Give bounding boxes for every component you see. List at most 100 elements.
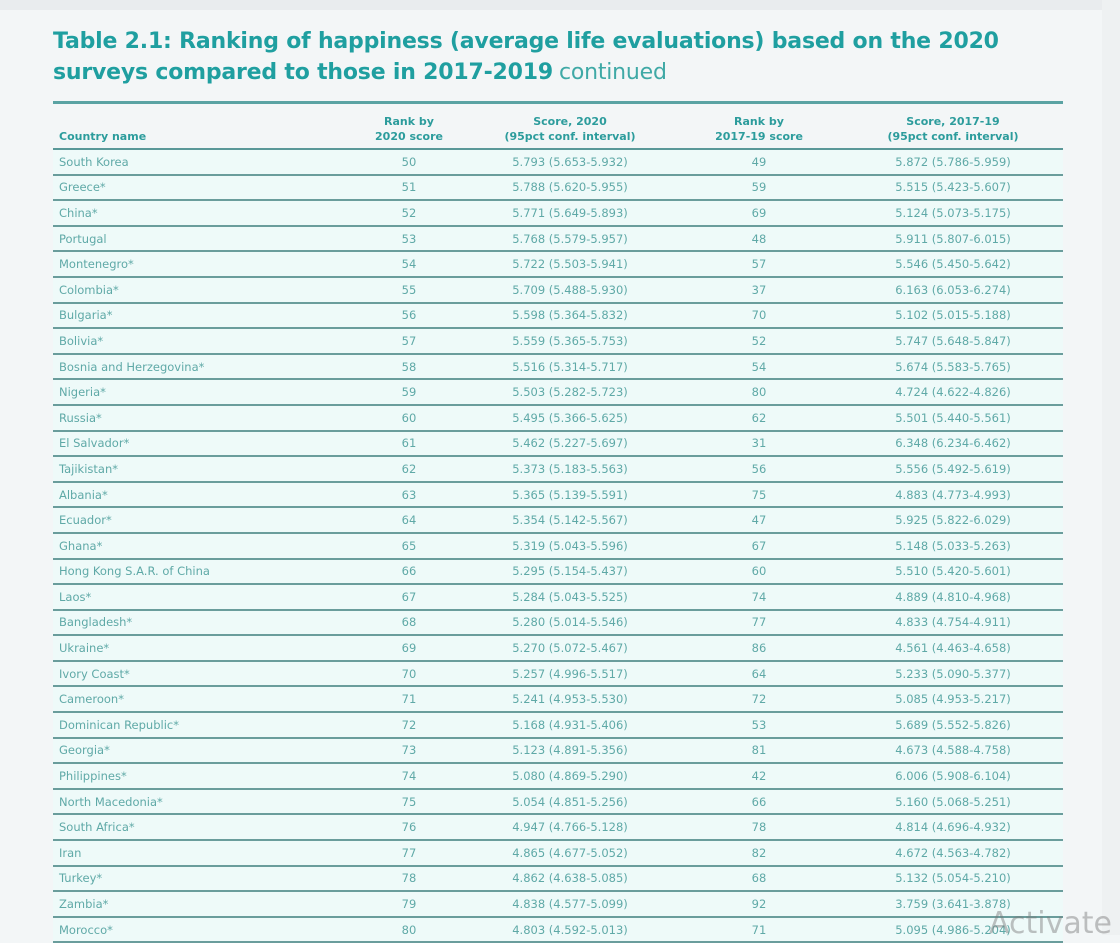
- cell-rank-2017-19: 67: [675, 532, 843, 560]
- table-row: Ghana* 65 5.319 (5.043-5.596) 67 5.148 (5.03…: [53, 532, 1063, 560]
- cell-score-2017-19: 6.163 (6.053-6.274): [843, 276, 1063, 304]
- cell-rank-2017-19: 54: [675, 353, 843, 381]
- cell-country-name: Russia*: [53, 404, 353, 432]
- cell-score-2017-19: 5.132 (5.054-5.210): [843, 865, 1063, 893]
- cell-score-2017-19: 5.148 (5.033-5.263): [843, 532, 1063, 560]
- cell-score-2020: 5.354 (5.142-5.567): [465, 507, 675, 534]
- cell-score-2020: 5.270 (5.072-5.467): [465, 635, 675, 662]
- cell-rank-2017-19: 42: [675, 763, 843, 790]
- cell-rank-2017-19: 31: [675, 430, 843, 458]
- table-row: El Salvador* 61 5.462 (5.227-5.697) 31 6.348…: [53, 430, 1063, 458]
- cell-score-2017-19: 4.814 (4.696-4.932): [843, 814, 1063, 842]
- cell-country-name: Bosnia and Herzegovina*: [53, 353, 353, 381]
- cell-rank-2017-19: 48: [675, 225, 843, 253]
- cell-country-name: Albania*: [53, 481, 353, 509]
- cell-rank-2017-19: 80: [675, 379, 843, 406]
- header-score-2017-19: Score, 2017-19 (95pct conf. interval): [843, 102, 1063, 150]
- cell-rank-2017-19: 53: [675, 712, 843, 739]
- cell-rank-2017-19: 56: [675, 456, 843, 483]
- cell-score-2017-19: 5.085 (4.953-5.217): [843, 686, 1063, 714]
- table-row: Morocco* 80 4.803 (4.592-5.013) 71 5.095 (4.…: [53, 916, 1063, 943]
- cell-score-2017-19: 5.925 (5.822-6.029): [843, 507, 1063, 534]
- table-row: South Africa* 76 4.947 (4.766-5.128) 78 4.81…: [53, 814, 1063, 842]
- table-row: China* 52 5.771 (5.649-5.893) 69 5.124 (5.07…: [53, 200, 1063, 227]
- cell-rank-2017-19: 57: [675, 251, 843, 278]
- table-title-main: Table 2.1: Ranking of happiness (average…: [53, 29, 999, 85]
- cell-rank-2020: 53: [353, 225, 465, 253]
- cell-score-2017-19: 4.672 (4.563-4.782): [843, 840, 1063, 867]
- cell-score-2020: 5.516 (5.314-5.717): [465, 353, 675, 381]
- cell-rank-2017-19: 70: [675, 302, 843, 330]
- cell-score-2020: 5.280 (5.014-5.546): [465, 609, 675, 637]
- header-rank-2017-19: Rank by 2017-19 score: [675, 102, 843, 150]
- cell-country-name: Ghana*: [53, 532, 353, 560]
- cell-country-name: Tajikistan*: [53, 456, 353, 483]
- cell-rank-2020: 51: [353, 174, 465, 202]
- cell-country-name: Zambia*: [53, 891, 353, 918]
- cell-score-2020: 5.168 (4.931-5.406): [465, 712, 675, 739]
- cell-score-2020: 5.722 (5.503-5.941): [465, 251, 675, 278]
- cell-rank-2020: 60: [353, 404, 465, 432]
- cell-score-2020: 5.709 (5.488-5.930): [465, 276, 675, 304]
- cell-rank-2020: 55: [353, 276, 465, 304]
- cell-score-2020: 5.241 (4.953-5.530): [465, 686, 675, 714]
- cell-score-2017-19: 5.546 (5.450-5.642): [843, 251, 1063, 278]
- table-row: Ecuador* 64 5.354 (5.142-5.567) 47 5.925 (5.…: [53, 507, 1063, 534]
- cell-country-name: Philippines*: [53, 763, 353, 790]
- cell-country-name: Portugal: [53, 225, 353, 253]
- cell-rank-2020: 67: [353, 584, 465, 611]
- cell-country-name: South Africa*: [53, 814, 353, 842]
- cell-rank-2017-19: 37: [675, 276, 843, 304]
- header-row: Country name Rank by 2020 score Score, 20…: [53, 102, 1063, 150]
- cell-score-2020: 4.947 (4.766-5.128): [465, 814, 675, 842]
- cell-rank-2017-19: 74: [675, 584, 843, 611]
- table-row: Zambia* 79 4.838 (4.577-5.099) 92 3.759 (3.6…: [53, 891, 1063, 918]
- table-row: Montenegro* 54 5.722 (5.503-5.941) 57 5.546 …: [53, 251, 1063, 278]
- cell-score-2017-19: 5.095 (4.986-5.204): [843, 916, 1063, 943]
- table-row: Portugal 53 5.768 (5.579-5.957) 48 5.911 (5.…: [53, 225, 1063, 253]
- table-row: Iran 77 4.865 (4.677-5.052) 82 4.672 (4.563-…: [53, 840, 1063, 867]
- cell-score-2017-19: 5.124 (5.073-5.175): [843, 200, 1063, 227]
- cell-score-2017-19: 5.510 (5.420-5.601): [843, 558, 1063, 586]
- cell-country-name: Laos*: [53, 584, 353, 611]
- cell-rank-2020: 71: [353, 686, 465, 714]
- table-row: Bangladesh* 68 5.280 (5.014-5.546) 77 4.833 …: [53, 609, 1063, 637]
- table-row: Hong Kong S.A.R. of China 66 5.295 (5.154-…: [53, 558, 1063, 586]
- table-body: South Korea 50 5.793 (5.653-5.932) 49 5.872 …: [53, 149, 1063, 943]
- cell-rank-2020: 68: [353, 609, 465, 637]
- table-row: Tajikistan* 62 5.373 (5.183-5.563) 56 5.556 …: [53, 456, 1063, 483]
- cell-score-2017-19: 5.747 (5.648-5.847): [843, 328, 1063, 355]
- table-row: Dominican Republic* 72 5.168 (4.931-5.406)…: [53, 712, 1063, 739]
- cell-country-name: Cameroon*: [53, 686, 353, 714]
- top-edge-bar: [0, 0, 1120, 10]
- cell-score-2020: 5.503 (5.282-5.723): [465, 379, 675, 406]
- cell-score-2017-19: 4.561 (4.463-4.658): [843, 635, 1063, 662]
- cell-score-2017-19: 4.833 (4.754-4.911): [843, 609, 1063, 637]
- cell-rank-2020: 57: [353, 328, 465, 355]
- cell-score-2020: 5.123 (4.891-5.356): [465, 737, 675, 765]
- cell-score-2017-19: 6.006 (5.908-6.104): [843, 763, 1063, 790]
- cell-score-2017-19: 5.515 (5.423-5.607): [843, 174, 1063, 202]
- table-row: Turkey* 78 4.862 (4.638-5.085) 68 5.132 (5.0…: [53, 865, 1063, 893]
- cell-rank-2020: 63: [353, 481, 465, 509]
- cell-score-2017-19: 4.889 (4.810-4.968): [843, 584, 1063, 611]
- table-header: Country name Rank by 2020 score Score, 20…: [53, 102, 1063, 150]
- table-row: Nigeria* 59 5.503 (5.282-5.723) 80 4.724 (4.…: [53, 379, 1063, 406]
- cell-rank-2020: 65: [353, 532, 465, 560]
- cell-score-2017-19: 3.759 (3.641-3.878): [843, 891, 1063, 918]
- cell-rank-2020: 74: [353, 763, 465, 790]
- cell-score-2017-19: 4.883 (4.773-4.993): [843, 481, 1063, 509]
- cell-rank-2020: 70: [353, 660, 465, 688]
- document-page: Table 2.1: Ranking of happiness (average…: [53, 26, 1063, 943]
- cell-rank-2017-19: 86: [675, 635, 843, 662]
- header-rank-2020: Rank by 2020 score: [353, 102, 465, 150]
- cell-rank-2020: 78: [353, 865, 465, 893]
- cell-country-name: Ecuador*: [53, 507, 353, 534]
- table-row: Russia* 60 5.495 (5.366-5.625) 62 5.501 (5.4…: [53, 404, 1063, 432]
- cell-rank-2020: 76: [353, 814, 465, 842]
- cell-rank-2020: 61: [353, 430, 465, 458]
- cell-rank-2017-19: 69: [675, 200, 843, 227]
- cell-score-2020: 5.559 (5.365-5.753): [465, 328, 675, 355]
- cell-score-2017-19: 5.233 (5.090-5.377): [843, 660, 1063, 688]
- cell-rank-2020: 54: [353, 251, 465, 278]
